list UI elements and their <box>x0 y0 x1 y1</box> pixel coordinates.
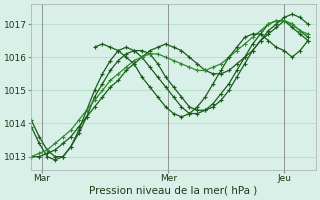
X-axis label: Pression niveau de la mer( hPa ): Pression niveau de la mer( hPa ) <box>90 186 258 196</box>
